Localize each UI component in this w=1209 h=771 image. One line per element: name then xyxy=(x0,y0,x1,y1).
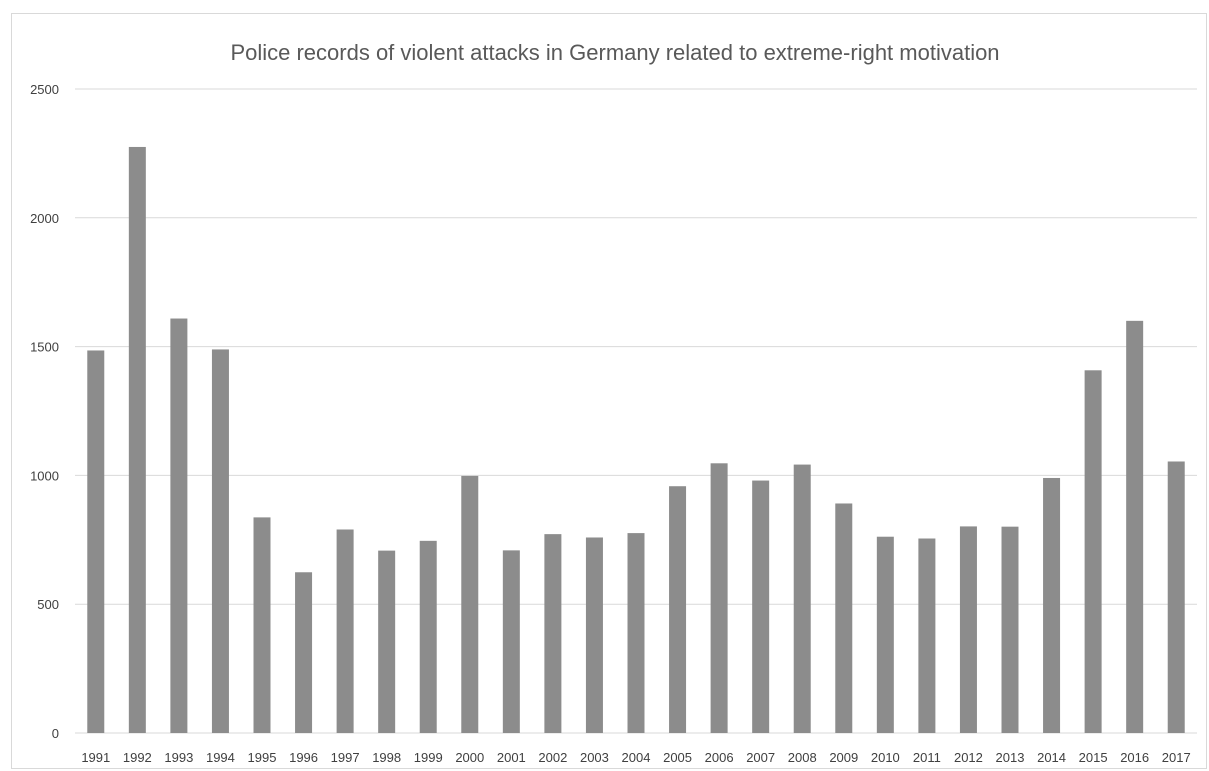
x-tick-label: 2004 xyxy=(622,750,651,765)
x-tick-label: 2015 xyxy=(1079,750,1108,765)
y-tick-label: 1500 xyxy=(30,340,59,355)
bar-1994 xyxy=(211,349,229,733)
bar-1993 xyxy=(170,318,188,733)
x-tick-label: 1993 xyxy=(164,750,193,765)
bar-2000 xyxy=(461,475,479,733)
x-tick-label: 2014 xyxy=(1037,750,1066,765)
x-tick-label: 2008 xyxy=(788,750,817,765)
x-tick-label: 1992 xyxy=(123,750,152,765)
x-tick-label: 2010 xyxy=(871,750,900,765)
x-tick-label: 1995 xyxy=(248,750,277,765)
y-tick-label: 2500 xyxy=(30,82,59,97)
x-tick-label: 2003 xyxy=(580,750,609,765)
x-tick-label: 1991 xyxy=(81,750,110,765)
x-tick-label: 2005 xyxy=(663,750,692,765)
x-tick-label: 2006 xyxy=(705,750,734,765)
x-tick-label: 2007 xyxy=(746,750,775,765)
x-tick-label: 1999 xyxy=(414,750,443,765)
bar-1999 xyxy=(419,540,437,733)
bar-1996 xyxy=(295,572,313,733)
bar-1992 xyxy=(128,146,146,733)
x-tick-label: 2009 xyxy=(829,750,858,765)
bar-2006 xyxy=(710,463,728,733)
x-tick-label: 2011 xyxy=(913,750,941,765)
bar-2002 xyxy=(544,534,562,733)
bar-2012 xyxy=(959,526,977,733)
x-tick-label: 1997 xyxy=(331,750,360,765)
x-tick-label: 2016 xyxy=(1120,750,1149,765)
y-tick-label: 2000 xyxy=(30,211,59,226)
bar-2010 xyxy=(876,536,894,733)
bar-2015 xyxy=(1084,370,1102,733)
x-tick-label: 2002 xyxy=(538,750,567,765)
bar-2011 xyxy=(918,538,936,733)
x-tick-label: 2012 xyxy=(954,750,983,765)
bar-2014 xyxy=(1043,477,1061,733)
bar-2016 xyxy=(1126,320,1144,733)
bar-2008 xyxy=(793,464,811,733)
y-tick-label: 0 xyxy=(52,726,59,741)
bar-2013 xyxy=(1001,526,1019,733)
bar-1998 xyxy=(378,550,396,733)
x-axis-ticks: 1991 1992 1993 1994 1995 1996 1997 1998 1999 2000… xyxy=(81,750,1190,765)
bar-2017 xyxy=(1167,461,1185,733)
bar-2003 xyxy=(585,537,603,733)
bar-2007 xyxy=(752,480,770,733)
bar-1991 xyxy=(87,350,105,733)
x-tick-label: 1998 xyxy=(372,750,401,765)
bar-1997 xyxy=(336,529,354,733)
y-axis-ticks: 0 500 1000 1500 2000 2500 xyxy=(30,82,59,741)
bar-2005 xyxy=(669,486,687,733)
x-tick-label: 1994 xyxy=(206,750,235,765)
y-tick-label: 500 xyxy=(37,597,59,612)
bars xyxy=(87,146,1185,733)
bar-2001 xyxy=(502,550,520,733)
y-tick-label: 1000 xyxy=(30,468,59,483)
x-tick-label: 2001 xyxy=(497,750,526,765)
x-tick-label: 2000 xyxy=(455,750,484,765)
chart-title: Police records of violent attacks in Ger… xyxy=(230,40,999,65)
bar-1995 xyxy=(253,517,271,733)
x-tick-label: 2017 xyxy=(1162,750,1191,765)
bar-2009 xyxy=(835,503,853,733)
x-tick-label: 1996 xyxy=(289,750,318,765)
bar-2004 xyxy=(627,533,645,733)
x-tick-label: 2013 xyxy=(996,750,1025,765)
